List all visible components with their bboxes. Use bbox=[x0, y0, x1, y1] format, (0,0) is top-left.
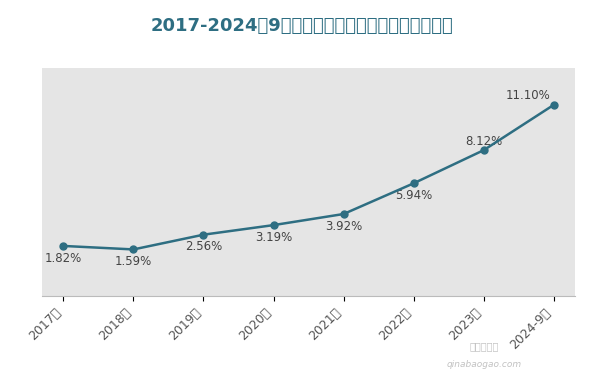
Text: 5.94%: 5.94% bbox=[395, 189, 432, 202]
渗透率 bbox=[130, 247, 137, 252]
渗透率 bbox=[200, 233, 207, 237]
渗透率 bbox=[270, 223, 277, 227]
Text: 2017-2024年9月我国新能源环卫车渗透率变化情况: 2017-2024年9月我国新能源环卫车渗透率变化情况 bbox=[151, 17, 454, 35]
Text: 3.92%: 3.92% bbox=[325, 220, 362, 233]
渗透率 bbox=[480, 148, 487, 152]
Text: 观研报告网: 观研报告网 bbox=[469, 341, 499, 351]
Text: 3.19%: 3.19% bbox=[255, 231, 292, 244]
Text: 1.59%: 1.59% bbox=[115, 255, 152, 268]
Text: 1.82%: 1.82% bbox=[45, 252, 82, 264]
Text: qinabaogao.com: qinabaogao.com bbox=[446, 360, 522, 369]
Line: 渗透率: 渗透率 bbox=[60, 101, 557, 253]
Text: 11.10%: 11.10% bbox=[506, 89, 550, 102]
渗透率 bbox=[340, 212, 347, 216]
Text: 2.56%: 2.56% bbox=[185, 240, 222, 253]
Text: 8.12%: 8.12% bbox=[465, 135, 502, 147]
渗透率 bbox=[60, 244, 67, 248]
渗透率 bbox=[550, 103, 557, 107]
渗透率 bbox=[410, 181, 417, 185]
